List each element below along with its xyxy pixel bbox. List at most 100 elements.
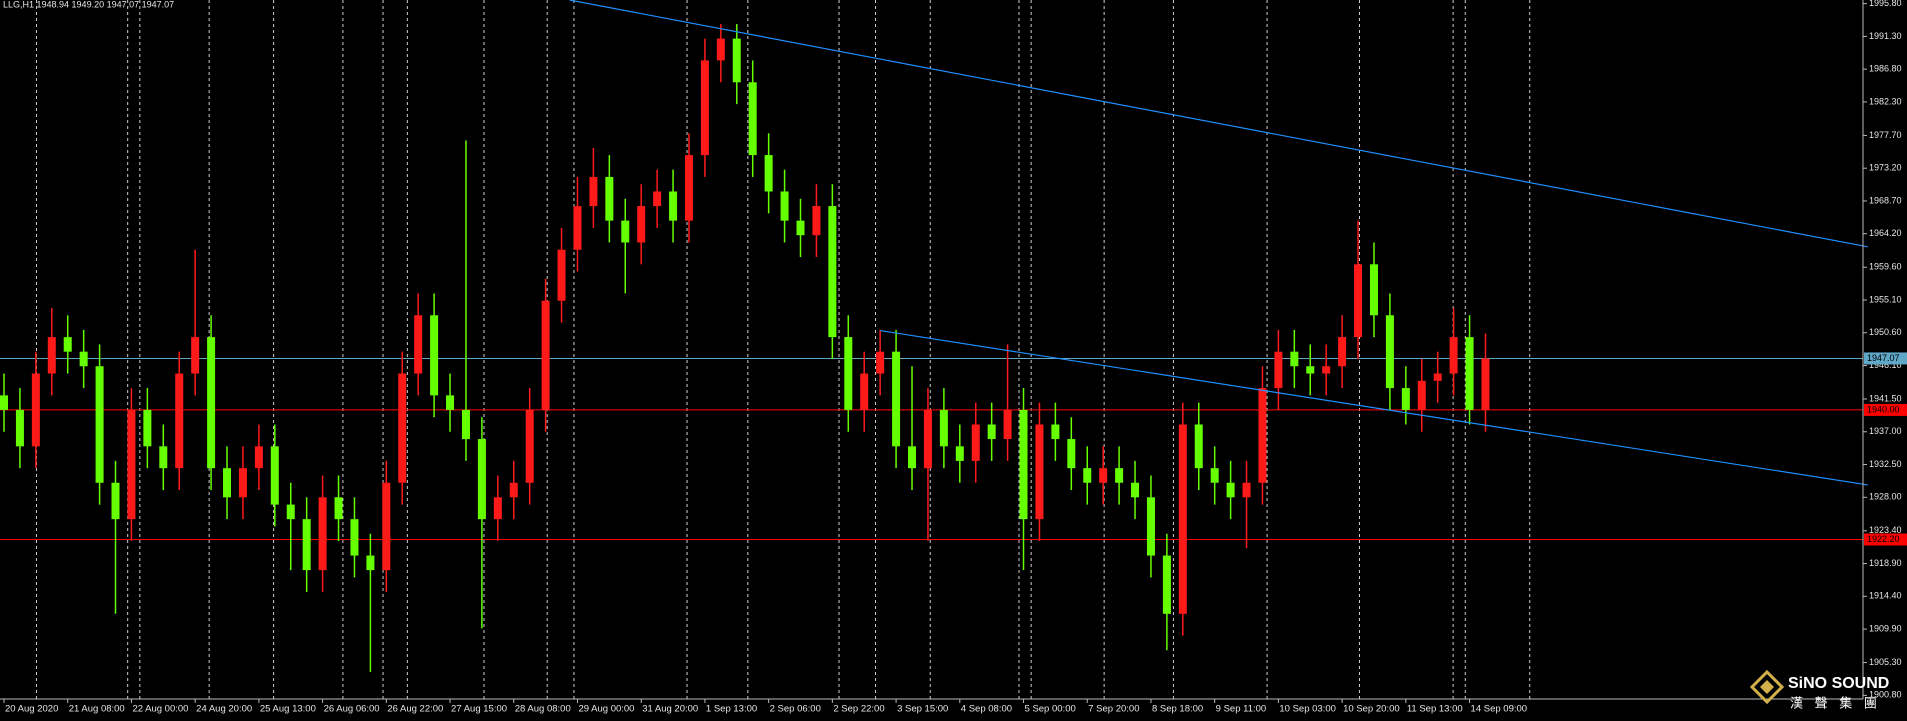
candle-body (1401, 388, 1410, 410)
candle-body (382, 482, 391, 571)
x-tick-label: 28 Aug 08:00 (515, 704, 571, 715)
candle-body (0, 395, 8, 410)
candle-body (1258, 388, 1267, 483)
candle-body (892, 351, 901, 447)
candle-body (111, 482, 120, 520)
x-tick-label: 5 Sep 00:00 (1025, 704, 1076, 715)
candle-body (79, 351, 88, 367)
candle-body (908, 446, 917, 469)
candle-body (1051, 424, 1060, 440)
candle-body (764, 155, 773, 192)
candle-body (1354, 264, 1363, 338)
candle-body (334, 497, 343, 520)
x-tick-label: 10 Sep 20:00 (1343, 704, 1400, 715)
logo-icon-inner (1760, 680, 1774, 694)
candle-body (605, 176, 614, 221)
y-tick-label: 1964.20 (1869, 228, 1902, 238)
candle-body (637, 206, 646, 243)
candle-body (1306, 366, 1315, 374)
candle-body (477, 439, 486, 520)
candle-body (318, 497, 327, 571)
candle-body (876, 351, 885, 374)
candle-body (254, 446, 263, 469)
y-tick-label: 1977.70 (1869, 130, 1902, 140)
x-tick-label: 14 Sep 09:00 (1471, 704, 1528, 715)
candle-body (1226, 482, 1235, 498)
y-tick-label: 1955.10 (1869, 294, 1902, 304)
y-tick-label: 1991.30 (1869, 31, 1902, 41)
x-tick-label: 24 Aug 20:00 (196, 704, 252, 715)
y-tick-label: 1968.70 (1869, 195, 1902, 205)
y-tick-label: 1973.20 (1869, 163, 1902, 173)
candle-body (589, 176, 598, 207)
candle-body (621, 220, 630, 243)
candle-body (748, 82, 757, 156)
chart-header: LLG,H1 1948.94 1949.20 1947.07 1947.07 (3, 0, 174, 9)
candle-body (446, 395, 455, 410)
x-tick-label: 7 Sep 20:00 (1088, 704, 1139, 715)
y-tick-label: 1946.10 (1869, 360, 1902, 370)
x-tick-label: 9 Sep 11:00 (1216, 704, 1267, 715)
candle-body (350, 519, 359, 556)
candle-body (684, 155, 693, 221)
candle-body (1242, 482, 1251, 498)
price-label: 1922.20 (1867, 534, 1900, 544)
candle-body (812, 206, 821, 236)
candle-body (95, 366, 104, 483)
x-tick-label: 25 Aug 13:00 (260, 704, 316, 715)
x-tick-label: 21 Aug 08:00 (69, 704, 125, 715)
candle-body (31, 373, 40, 447)
candle-body (1210, 468, 1219, 483)
candle-body (1146, 497, 1155, 556)
plot-area (0, 0, 1868, 673)
x-tick-label: 26 Aug 22:00 (387, 704, 443, 715)
candle-body (1417, 380, 1426, 410)
candle-body (509, 482, 518, 498)
candle-body (191, 337, 200, 374)
candle-body (1067, 439, 1076, 469)
candle-body (302, 519, 311, 571)
x-tick-label: 1 Sep 13:00 (706, 704, 757, 715)
x-tick-label: 2 Sep 22:00 (833, 704, 884, 715)
price-label: 1940.00 (1867, 404, 1900, 414)
candle-body (796, 220, 805, 236)
price-label: 1947.07 (1867, 353, 1900, 363)
logo-subtitle: 漢 聲 集 團 (1790, 695, 1881, 710)
candle-body (430, 315, 439, 396)
candle-body (127, 409, 136, 520)
x-tick-label: 11 Sep 13:00 (1407, 704, 1463, 715)
candle-body (461, 409, 470, 440)
candle-body (1178, 424, 1187, 614)
price-label-box (1864, 533, 1907, 546)
candle-body (238, 468, 247, 498)
x-tick-label: 3 Sep 15:00 (897, 704, 948, 715)
x-tick-label: 2 Sep 06:00 (770, 704, 821, 715)
candle-body (159, 446, 168, 469)
candle-body (143, 409, 152, 447)
candle-body (47, 337, 56, 374)
trend-line (880, 329, 1868, 486)
x-tick-label: 4 Sep 08:00 (961, 704, 1012, 715)
logo: SiNO SOUND 漢 聲 集 團 (1749, 669, 1889, 710)
candle-body (780, 191, 789, 221)
candle-body (732, 38, 741, 83)
y-tick-label: 1995.80 (1869, 0, 1902, 8)
candle-body (63, 337, 72, 352)
y-tick-label: 1986.80 (1869, 64, 1902, 74)
y-tick-label: 1900.80 (1869, 690, 1902, 700)
x-tick-label: 20 Aug 2020 (5, 704, 58, 715)
candle-body (1274, 351, 1283, 389)
candle-body (557, 249, 566, 301)
y-tick-label: 1923.40 (1869, 525, 1902, 535)
candle-body (971, 424, 980, 461)
candle-body (1019, 409, 1028, 520)
x-tick-label: 31 Aug 20:00 (642, 704, 698, 715)
candle-body (1449, 337, 1458, 374)
candle-body (525, 409, 534, 483)
candle-body (270, 446, 279, 505)
y-tick-label: 1937.00 (1869, 426, 1902, 436)
candle-body (1290, 351, 1299, 367)
candle-body (15, 409, 24, 447)
candle-body (716, 38, 725, 61)
